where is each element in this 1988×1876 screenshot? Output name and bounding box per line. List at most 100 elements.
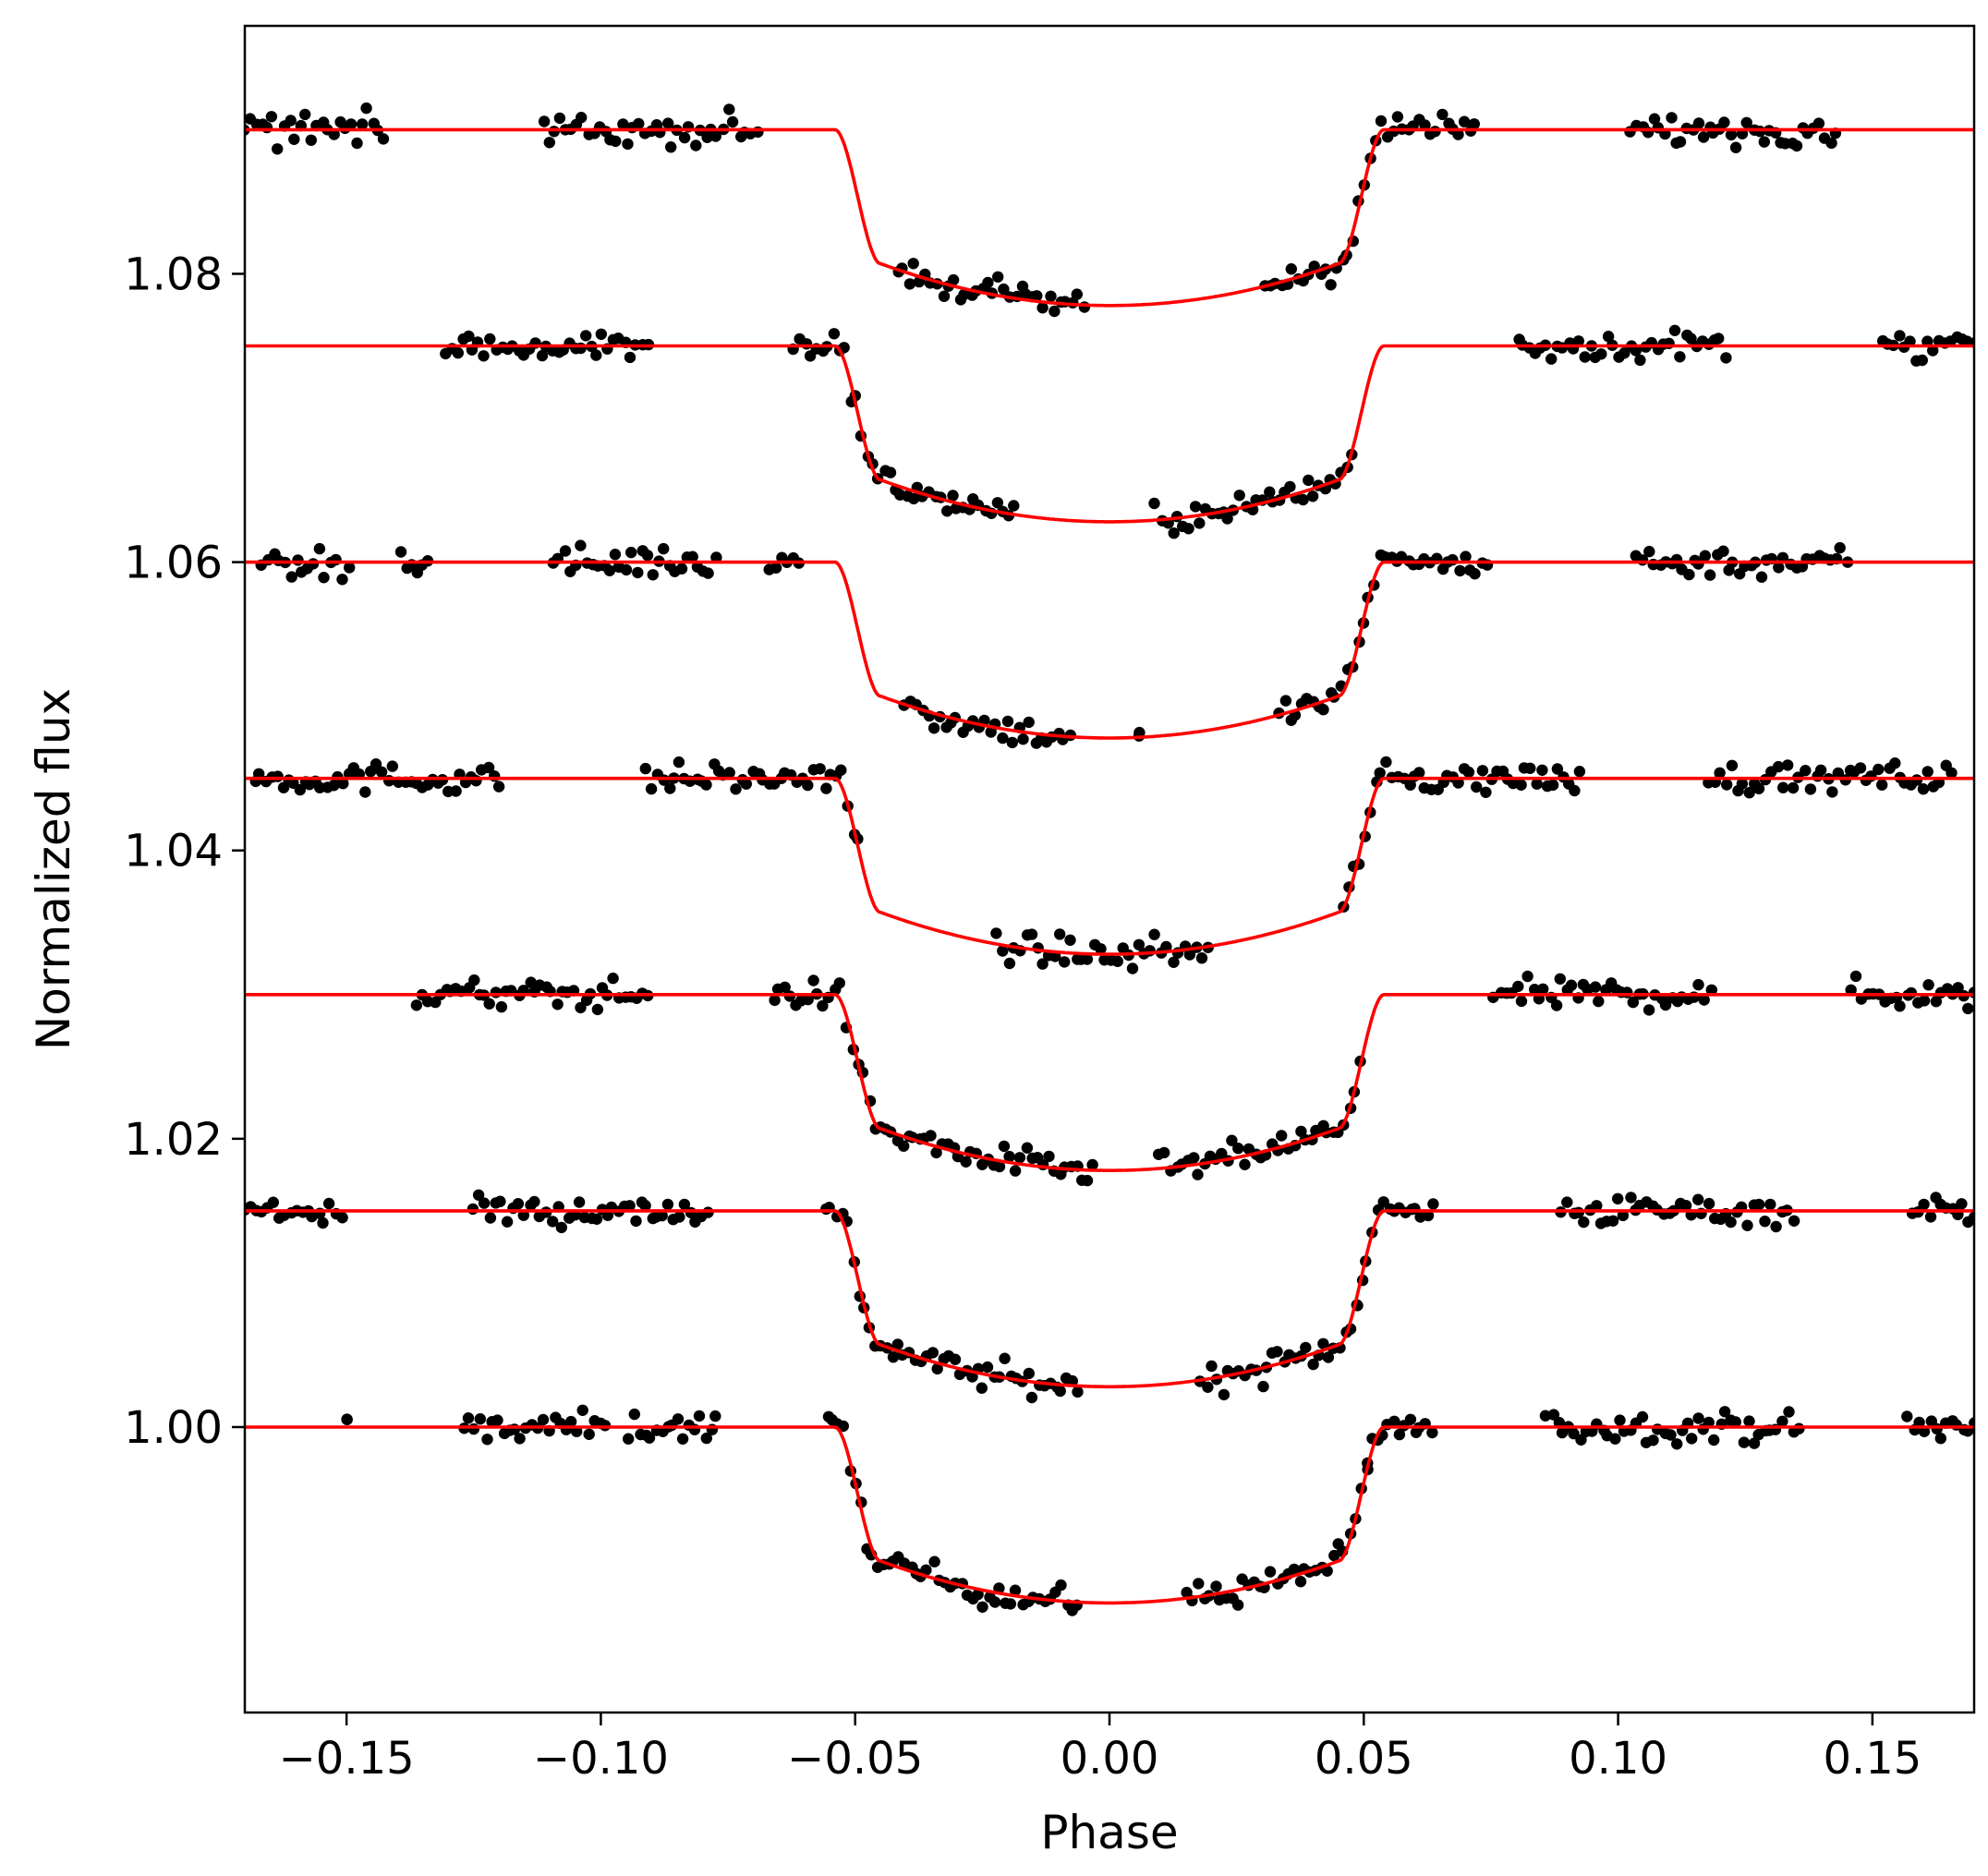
data-point [525,976,537,988]
data-point [1917,783,1930,795]
data-point [580,330,592,342]
data-point [1572,335,1585,347]
data-point [1468,118,1481,130]
data-point [1008,500,1020,512]
data-point [1773,562,1785,574]
data-point [1741,1219,1753,1231]
data-point [501,1216,514,1228]
data-point [1429,126,1441,138]
data-point [1388,1415,1400,1428]
data-point [576,1404,588,1417]
data-point [1743,787,1755,799]
data-point [1189,501,1202,513]
model-curve [245,993,1974,1172]
data-point [484,1212,497,1224]
x-tick-label: 0.00 [1061,1733,1159,1785]
data-point [1752,782,1765,794]
data-point [538,115,551,127]
data-point [337,778,349,790]
data-point [1471,781,1483,793]
data-point [492,781,505,793]
data-point [1182,523,1194,535]
data-point [1233,490,1245,502]
data-point [993,1160,1006,1173]
data-point [1264,486,1276,498]
data-point [1004,1598,1017,1610]
data-point [1071,288,1084,300]
data-point [1285,263,1298,275]
data-point [1148,497,1160,510]
data-point [528,1195,540,1208]
data-point [1699,550,1712,562]
data-point [1918,995,1931,1007]
data-point [336,574,348,586]
data-point [1575,1434,1587,1446]
x-axis: −0.15 −0.10 −0.05 0.00 0.05 0.10 0.15 [279,1713,1921,1785]
data-point [1826,786,1838,798]
data-point [700,1432,712,1445]
data-point [341,1413,353,1426]
data-point [294,783,306,796]
data-point [972,1588,984,1601]
data-point [1550,999,1563,1011]
x-tick-label: 0.15 [1823,1733,1921,1785]
data-point [982,276,994,289]
data-point [1317,1337,1329,1350]
data-point [617,118,629,130]
data-point [1832,767,1845,780]
data-point [394,546,407,558]
data-point [1927,345,1939,357]
data-point [463,330,475,343]
data-point [1591,1200,1603,1212]
data-point [494,1195,506,1207]
data-point [1374,767,1386,779]
data-point [1825,137,1837,150]
data-point [931,1362,943,1375]
data-point [898,1140,910,1152]
data-point [1078,301,1091,313]
data-point [1643,545,1655,558]
data-point [1609,1433,1621,1445]
data-point [512,1198,525,1210]
data-point [807,974,819,986]
data-point [925,1130,937,1142]
data-point [490,986,502,999]
data-point [495,1000,508,1013]
data-point [1679,1200,1692,1212]
data-point [1729,141,1742,153]
data-point [305,134,317,146]
data-point [552,999,564,1011]
data-point [1426,1426,1438,1439]
data-point [645,782,658,795]
plot-area [245,102,1974,1616]
data-point [1777,781,1789,793]
data-point [658,542,670,555]
data-point [1725,128,1738,141]
data-point [623,1433,635,1445]
data-point [452,346,464,359]
data-point [884,466,897,478]
data-point [1770,1220,1782,1233]
data-point [620,563,633,576]
data-point [1703,1197,1715,1210]
data-point [1036,958,1049,970]
data-point [375,766,388,778]
data-point [1636,1410,1649,1423]
data-point [664,782,676,794]
data-point [1480,786,1492,798]
data-point [1736,778,1749,790]
data-point [573,1196,586,1208]
data-point [1279,695,1292,707]
data-point [1158,1146,1170,1159]
model-curve [245,1425,1974,1605]
data-point [672,1413,685,1425]
data-point [628,1408,640,1421]
data-point [1013,1152,1026,1164]
y-axis-label: Normalized flux [27,688,80,1050]
data-point [1072,1386,1084,1398]
data-point [1630,345,1643,357]
data-point [678,1198,691,1211]
data-point [1192,1168,1204,1180]
data-point [1876,779,1888,791]
data-point [478,1197,491,1209]
